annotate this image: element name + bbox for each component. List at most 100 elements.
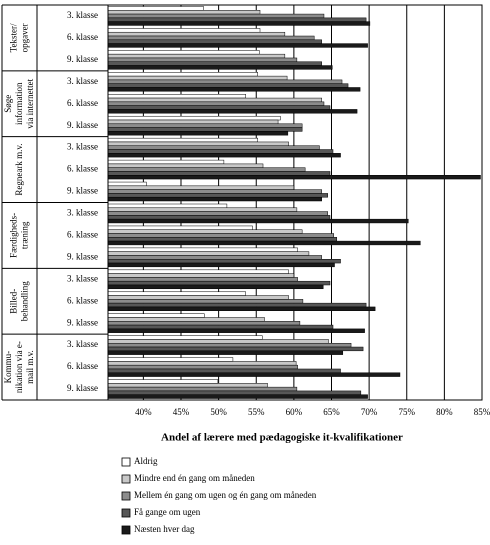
- legend-label: Aldrig: [134, 456, 158, 466]
- group-label: Regneark m.v.: [14, 144, 24, 196]
- x-tick-label: 75%: [398, 407, 415, 417]
- category-label: 9. klasse: [67, 383, 98, 393]
- bar: [107, 105, 331, 110]
- category-label: 9. klasse: [67, 120, 98, 130]
- group-label: Færdigheds-træning: [9, 213, 30, 258]
- bar: [107, 10, 261, 15]
- bar: [107, 13, 325, 19]
- bar: [107, 229, 303, 234]
- bar: [107, 6, 204, 11]
- bar: [107, 313, 205, 318]
- bar: [107, 171, 331, 176]
- category-label: 3. klasse: [67, 76, 98, 86]
- bar: [107, 299, 304, 304]
- bar: [107, 280, 331, 286]
- bar: [107, 97, 322, 103]
- category-label: 3. klasse: [67, 339, 98, 349]
- bar: [107, 137, 259, 143]
- bar: [107, 94, 246, 99]
- bar: [107, 306, 376, 311]
- category-label: 3. klasse: [67, 10, 98, 20]
- bar: [107, 17, 367, 22]
- bar: [107, 167, 306, 172]
- group-label-line: Tekster/: [9, 23, 19, 52]
- bar: [107, 361, 297, 366]
- bar: [107, 53, 286, 59]
- legend-label: Mindre end én gang om måneden: [134, 473, 255, 483]
- bar: [107, 196, 322, 202]
- group-label-line: information: [14, 82, 24, 125]
- group-label-line: opgaver: [20, 23, 30, 52]
- group-label-line: Billed-: [9, 289, 19, 314]
- group-label-line: Regneark m.v.: [14, 144, 24, 196]
- x-tick-label: 85%: [474, 407, 490, 417]
- bar: [107, 386, 298, 392]
- category-label: 9. klasse: [67, 251, 98, 261]
- bar: [107, 115, 281, 121]
- bar: [107, 346, 364, 352]
- category-label: 9. klasse: [67, 186, 98, 196]
- bar: [107, 372, 401, 377]
- bar: [107, 328, 365, 333]
- bar: [107, 302, 367, 308]
- x-tick-label: 50%: [210, 407, 227, 417]
- bar: [107, 269, 289, 274]
- bar: [107, 175, 481, 180]
- bar: [107, 28, 261, 33]
- bar: [107, 193, 328, 198]
- bar: [107, 295, 289, 300]
- group-label-line: mail m.v.: [25, 350, 35, 384]
- bar: [107, 43, 368, 48]
- bar: [107, 211, 328, 216]
- category-label: 9. klasse: [67, 54, 98, 64]
- bar: [107, 240, 421, 246]
- category-label: 6. klasse: [67, 98, 98, 108]
- x-tick-label: 40%: [135, 407, 152, 417]
- bar: [107, 83, 349, 88]
- group-label: Billed-behandling: [9, 281, 30, 321]
- legend-swatch: [121, 525, 131, 535]
- bar: [107, 394, 368, 399]
- bar: [107, 50, 260, 55]
- bar: [107, 364, 298, 370]
- bar: [107, 72, 259, 77]
- group-label: Kommu-nikation via e-mail m.v.: [3, 341, 35, 393]
- bar: [107, 31, 286, 37]
- legend-label: Få gange om ugen: [134, 507, 201, 517]
- bar: [107, 291, 246, 296]
- category-label: 9. klasse: [67, 317, 98, 327]
- group-label-line: Søge: [3, 95, 13, 113]
- bar: [107, 207, 298, 212]
- category-label: 6. klasse: [67, 229, 98, 239]
- bar: [107, 185, 295, 190]
- bar: [107, 262, 335, 268]
- bar: [107, 247, 298, 252]
- bar: [107, 342, 352, 348]
- bar: [107, 39, 322, 44]
- group-label-line: træning: [20, 221, 30, 249]
- bar: [107, 123, 303, 128]
- bar: [107, 218, 409, 224]
- bar: [107, 203, 228, 209]
- bar: [107, 61, 322, 66]
- bar: [107, 379, 219, 384]
- bar: [107, 159, 225, 165]
- group-label-line: Færdigheds-: [9, 213, 19, 258]
- bar: [107, 357, 234, 362]
- bar: [107, 339, 329, 344]
- bar: [107, 79, 343, 84]
- bar: [107, 317, 265, 322]
- group-label-line: via internettet: [25, 78, 35, 128]
- legend-label: Næsten hver dag: [134, 524, 195, 534]
- bar: [107, 259, 341, 264]
- legend-swatch: [121, 491, 131, 501]
- x-tick-label: 70%: [361, 407, 378, 417]
- bar: [107, 383, 268, 388]
- category-label: 3. klasse: [67, 142, 98, 152]
- bar: [107, 101, 325, 106]
- category-label: 6. klasse: [67, 361, 98, 371]
- group-label: Søgeinformationvia internettet: [3, 78, 35, 128]
- bar: [107, 237, 338, 242]
- bar: [107, 368, 341, 374]
